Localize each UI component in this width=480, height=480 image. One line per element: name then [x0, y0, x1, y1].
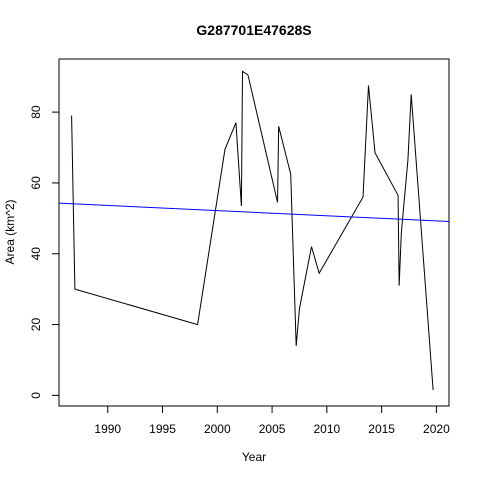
x-tick-label: 2005 — [259, 422, 286, 436]
x-axis: 1990 1995 2000 2005 2010 2015 2020 — [94, 405, 450, 436]
y-tick-label: 0 — [29, 392, 43, 399]
x-tick-label: 2010 — [313, 422, 340, 436]
x-axis-label: Year — [242, 450, 266, 464]
chart-title: G287701E47628S — [196, 22, 311, 38]
area-series-line — [71, 70, 434, 391]
x-tick-label: 1990 — [94, 422, 121, 436]
x-tick-label: 2020 — [423, 422, 450, 436]
y-axis: 0 20 40 60 80 — [29, 105, 60, 399]
x-tick-label: 2000 — [204, 422, 231, 436]
y-tick-label: 60 — [29, 176, 43, 190]
x-tick-label: 1995 — [149, 422, 176, 436]
x-tick-label: 2015 — [368, 422, 395, 436]
series-layer — [58, 70, 450, 391]
plot-frame — [58, 58, 450, 407]
y-tick-label: 40 — [29, 247, 43, 261]
trend-line — [58, 202, 450, 223]
y-tick-label: 80 — [29, 105, 43, 119]
y-axis-label: Area (km^2) — [3, 200, 17, 265]
y-tick-label: 20 — [29, 318, 43, 332]
